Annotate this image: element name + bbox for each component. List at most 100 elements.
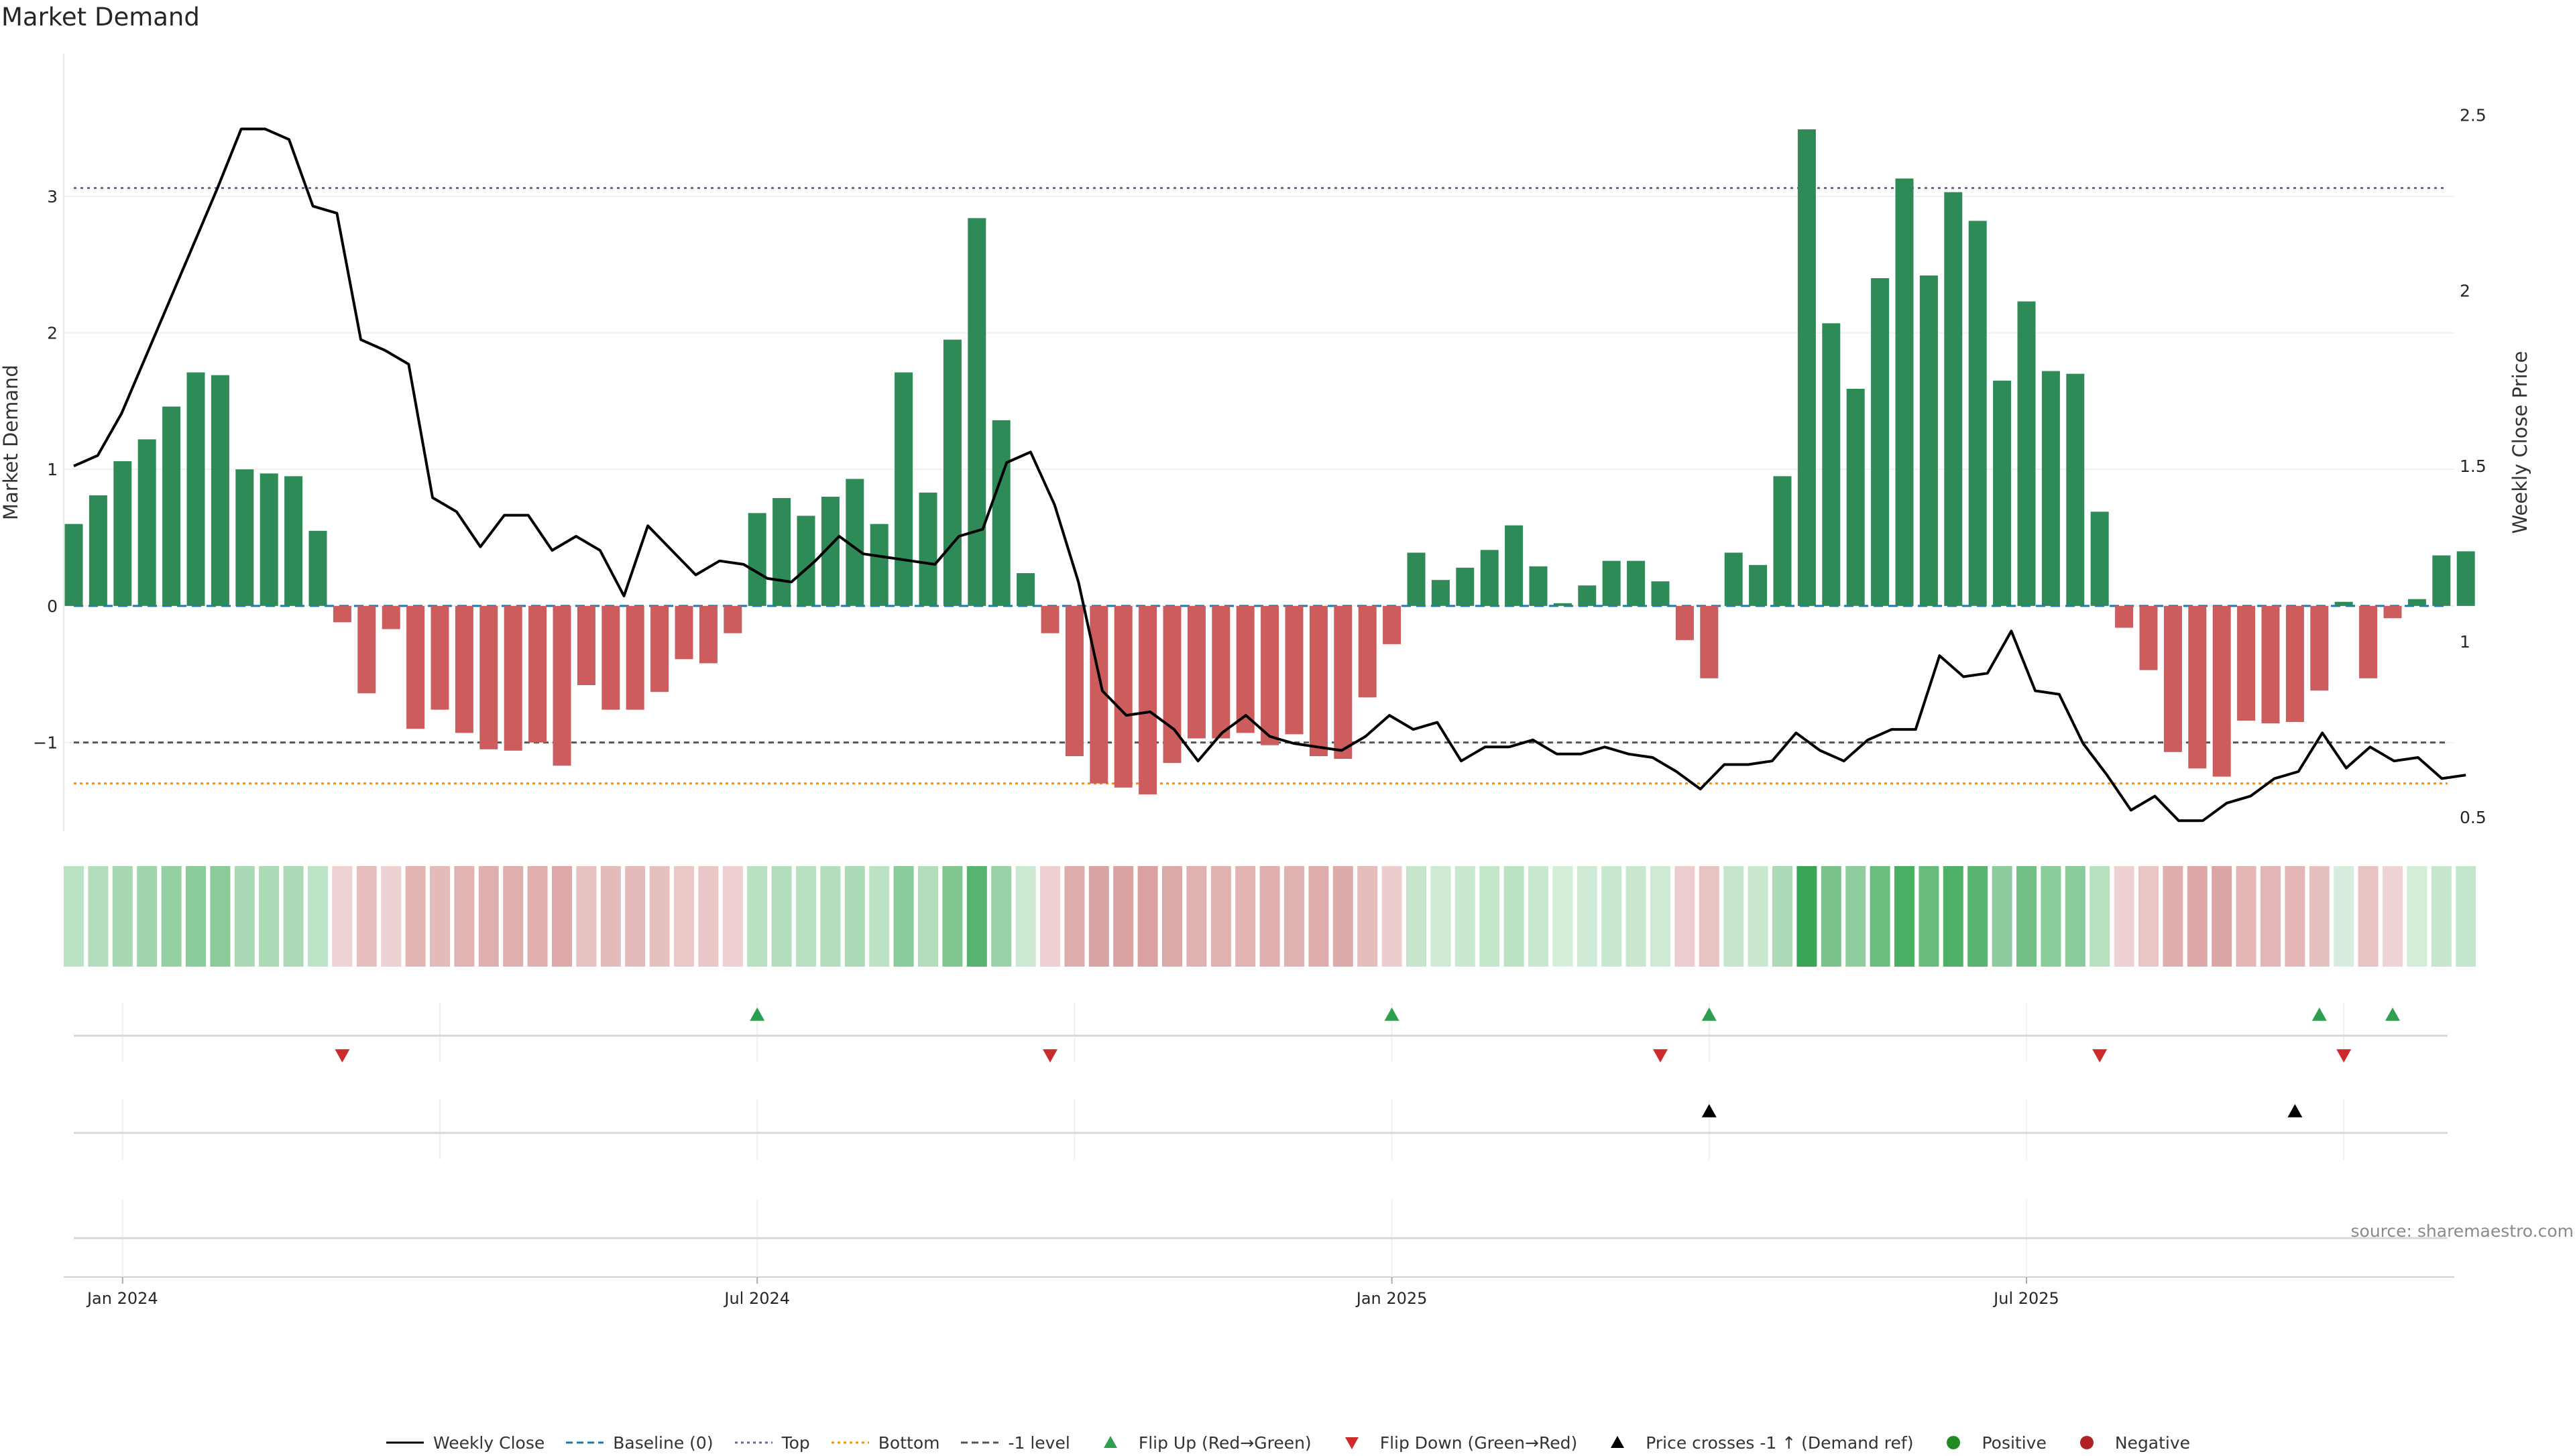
demand-bar bbox=[260, 473, 278, 606]
heat-cell bbox=[2407, 866, 2427, 967]
legend-label: Flip Down (Green→Red) bbox=[1379, 1433, 1578, 1453]
demand-bar bbox=[406, 605, 425, 729]
heat-cell bbox=[1210, 866, 1231, 967]
heat-cell bbox=[2065, 866, 2085, 967]
heat-cell bbox=[1919, 866, 1939, 967]
heat-cell bbox=[1870, 866, 1890, 967]
heat-cell bbox=[2431, 866, 2452, 967]
heat-cell bbox=[430, 866, 450, 967]
heat-cell bbox=[600, 866, 621, 967]
heat-cell bbox=[234, 866, 255, 967]
legend-item: Flip Up (Red→Green) bbox=[1090, 1433, 1312, 1453]
line-icon bbox=[831, 1441, 869, 1444]
heat-cell bbox=[1772, 866, 1792, 967]
legend-item: Bottom bbox=[830, 1433, 940, 1453]
heat-cell bbox=[2383, 866, 2403, 967]
heat-cell bbox=[1162, 866, 1182, 967]
heat-cell bbox=[2163, 866, 2183, 967]
demand-bar bbox=[1017, 573, 1035, 606]
flip-down-marker bbox=[335, 1049, 350, 1063]
demand-bar bbox=[89, 495, 107, 606]
y2-tick-label: 1 bbox=[2460, 632, 2470, 652]
legend-label: Weekly Close bbox=[433, 1433, 545, 1453]
demand-bar bbox=[1822, 323, 1841, 606]
demand-bar bbox=[2017, 301, 2036, 606]
heat-cell bbox=[1088, 866, 1109, 967]
demand-bar bbox=[1261, 605, 1279, 745]
heat-cell bbox=[2016, 866, 2037, 967]
heat-cell bbox=[2285, 866, 2305, 967]
demand-bar bbox=[992, 420, 1011, 606]
heat-cell bbox=[1577, 866, 1597, 967]
heat-cell bbox=[88, 866, 109, 967]
heat-cell bbox=[527, 866, 548, 967]
demand-bar bbox=[2041, 371, 2060, 606]
demand-bar bbox=[577, 605, 595, 686]
demand-bar bbox=[431, 605, 449, 710]
demand-bar bbox=[1236, 605, 1255, 733]
demand-bar bbox=[968, 218, 986, 606]
legend-item: Positive bbox=[1933, 1433, 2047, 1453]
dot-icon bbox=[2079, 1436, 2094, 1449]
triangle-icon bbox=[1344, 1437, 1359, 1449]
heat-cell bbox=[1015, 866, 1036, 967]
demand-bar bbox=[1285, 605, 1304, 735]
y2-axis-label: Weekly Close Price bbox=[2509, 351, 2531, 534]
weekly-close-line bbox=[73, 127, 2466, 823]
demand-bar bbox=[1797, 129, 1816, 606]
demand-bar bbox=[2261, 605, 2280, 724]
demand-bar bbox=[1505, 525, 1524, 606]
heat-cell bbox=[503, 866, 524, 967]
heat-cell bbox=[1040, 866, 1060, 967]
flip-signals-panel bbox=[74, 1002, 2448, 1063]
demand-bar bbox=[528, 605, 547, 743]
line-icon bbox=[386, 1441, 424, 1444]
heat-cell bbox=[1528, 866, 1548, 967]
heat-cell bbox=[649, 866, 670, 967]
demand-bar bbox=[1749, 564, 1768, 606]
y2-tick-label: 1.5 bbox=[2460, 457, 2486, 476]
heat-cell bbox=[1113, 866, 1134, 967]
heat-cell bbox=[1674, 866, 1695, 967]
heat-cell bbox=[2090, 866, 2110, 967]
heat-cell bbox=[308, 866, 328, 967]
heat-cell bbox=[1625, 866, 1646, 967]
demand-bar bbox=[357, 605, 376, 694]
y-tick-label: 3 bbox=[47, 187, 58, 206]
demand-bar bbox=[699, 605, 718, 664]
heat-cell bbox=[2236, 866, 2256, 967]
line-icon bbox=[566, 1441, 604, 1444]
heat-cell bbox=[356, 866, 377, 967]
weekly-close-series bbox=[73, 127, 2466, 823]
legend-item: Top bbox=[734, 1433, 810, 1453]
heat-cell bbox=[1821, 866, 1841, 967]
legend-label: Flip Up (Red→Green) bbox=[1138, 1433, 1312, 1453]
heat-cell bbox=[1332, 866, 1353, 967]
heat-cell bbox=[1430, 866, 1451, 967]
demand-bar bbox=[2188, 605, 2207, 769]
demand-bar bbox=[1480, 550, 1499, 606]
heat-cell bbox=[1943, 866, 1963, 967]
demand-bar bbox=[1993, 380, 2012, 606]
demand-bar bbox=[2432, 555, 2451, 606]
heat-cell bbox=[844, 866, 865, 967]
heat-cell bbox=[1357, 866, 1378, 967]
heat-cell bbox=[1650, 866, 1670, 967]
demand-bar bbox=[2066, 373, 2085, 606]
heat-cell bbox=[796, 866, 816, 967]
heat-cell bbox=[332, 866, 353, 967]
heat-cell bbox=[1601, 866, 1622, 967]
heat-cell bbox=[478, 866, 499, 967]
demand-bar bbox=[1627, 560, 1646, 606]
x-tick-label: Jan 2025 bbox=[1355, 1289, 1428, 1308]
source-note: source: sharemaestro.com bbox=[2350, 1221, 2574, 1241]
heat-cell bbox=[283, 866, 304, 967]
heat-cell bbox=[1552, 866, 1573, 967]
legend-label: Bottom bbox=[878, 1433, 940, 1453]
legend: Weekly Close Baseline (0) Top Bottom -1 leve… bbox=[0, 1429, 2575, 1456]
line-icon bbox=[734, 1441, 772, 1444]
heat-cell bbox=[1796, 866, 1817, 967]
heat-cell bbox=[674, 866, 694, 967]
demand-bar bbox=[1651, 581, 1670, 606]
demand-bar bbox=[2237, 605, 2256, 721]
